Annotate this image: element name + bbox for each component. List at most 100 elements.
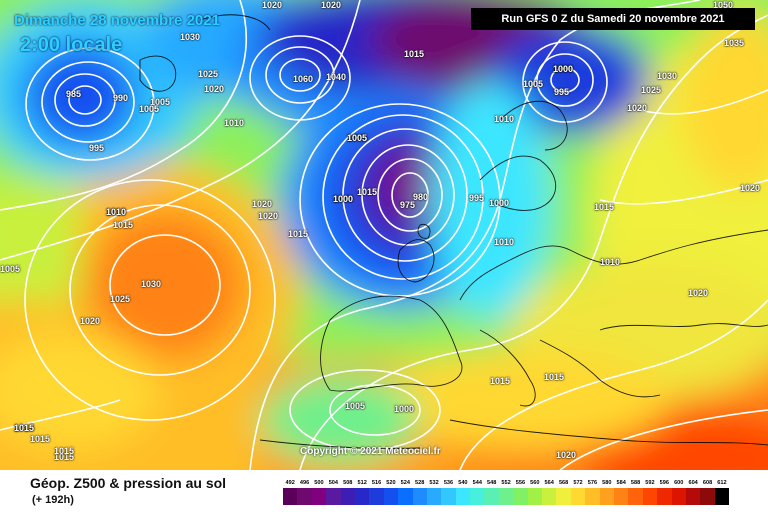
scale-value: 588	[630, 480, 641, 486]
isobar-label: 1000	[553, 64, 574, 74]
isobar-label: 1000	[333, 194, 354, 204]
scale-swatch	[685, 488, 701, 505]
scale-cell: 524	[398, 479, 413, 507]
scale-value: 492	[285, 480, 295, 486]
isobar-label: 1000	[333, 194, 354, 204]
scale-cell: 604	[685, 479, 701, 507]
isobar-label: 1000	[489, 198, 510, 208]
isobar-label: 1015	[594, 202, 615, 212]
scale-cell: 512	[354, 479, 370, 507]
scale-cell: 568	[556, 479, 571, 507]
scale-cell: 540	[455, 479, 471, 507]
isobar-label: 1005	[0, 264, 21, 274]
scale-swatch	[585, 488, 600, 505]
scale-value: 520	[386, 480, 396, 486]
isobar-label: 1025	[641, 85, 662, 95]
scale-swatch	[700, 488, 715, 505]
scale-cell: 552	[498, 479, 514, 507]
isobar-label: 1005	[139, 104, 160, 114]
scale-value: 500	[314, 480, 324, 486]
isobar-label: 1020	[80, 316, 101, 326]
scale-swatch	[613, 488, 629, 505]
scale-value: 608	[702, 480, 713, 486]
isobar-label: 1015	[54, 446, 75, 456]
isobar-label: 1000	[394, 404, 415, 414]
scale-swatch	[354, 488, 370, 505]
scale-cell: 556	[513, 479, 528, 507]
scale-value: 512	[357, 480, 367, 486]
isobar-lines	[0, 0, 768, 470]
isobar-label: 1015	[14, 423, 35, 433]
scale-cell: 572	[570, 479, 586, 507]
isobar-label: 1020	[204, 84, 225, 94]
isobar-label: 1015	[357, 187, 378, 197]
isobar-label: 1030	[657, 71, 678, 81]
isobar-label: 1010	[106, 207, 127, 217]
scale-swatch	[283, 488, 298, 505]
scale-swatch	[714, 488, 730, 505]
isobar-label: 1015	[544, 372, 565, 382]
coastlines	[139, 14, 768, 449]
scale-cell: 508	[340, 479, 355, 507]
isobar-label: 995	[89, 143, 105, 153]
scale-swatch	[441, 488, 456, 505]
footer-panel: Géop. Z500 & pression au sol (+ 192h) 49…	[0, 470, 768, 512]
isobar-label: 990	[113, 93, 129, 103]
scale-cell: 564	[542, 479, 557, 507]
isobar-label: 1015	[113, 220, 134, 230]
scale-cell: 504	[326, 479, 341, 507]
scale-cell: 580	[599, 479, 614, 507]
scale-cell: 592	[642, 479, 658, 507]
isobar-label: 1060	[293, 74, 314, 84]
isobar-label: 1020	[258, 211, 279, 221]
scale-cell: 560	[527, 479, 543, 507]
scale-swatch	[642, 488, 658, 505]
isobar-label: 1005	[347, 133, 368, 143]
isobar-label: 1015	[54, 452, 75, 462]
isobar-label: 1010	[224, 118, 245, 128]
scale-swatch	[556, 488, 571, 505]
scale-value: 612	[717, 480, 727, 486]
scale-value: 496	[299, 480, 310, 486]
scale-swatch	[513, 488, 528, 505]
scale-swatch	[340, 488, 355, 505]
forecast-date: Dimanche 28 novembre 2021	[14, 12, 220, 29]
isobar-label: 1005	[523, 79, 544, 89]
scale-cell: 528	[412, 479, 427, 507]
isobar-label: 1015	[14, 423, 35, 433]
scale-cell: 532	[426, 479, 442, 507]
scale-value: 532	[429, 480, 439, 486]
isobar-label: 980	[413, 192, 429, 202]
scale-cell: 600	[671, 479, 686, 507]
isobar-label: 985	[66, 89, 82, 99]
color-scale-legend: 492 496 500 504 508 512 516 520 524 528 532 536 540 5…	[283, 479, 730, 507]
scale-value: 580	[602, 480, 612, 486]
isobar-label: 1010	[106, 207, 127, 217]
scale-swatch	[671, 488, 686, 505]
scale-value: 540	[458, 480, 468, 486]
lead-time: (+ 192h)	[32, 494, 74, 506]
scale-cell: 520	[383, 479, 399, 507]
scale-value: 572	[573, 480, 583, 486]
scale-value: 568	[558, 480, 569, 486]
scale-swatch	[383, 488, 399, 505]
isobar-label: 1005	[150, 97, 171, 107]
scale-cell: 548	[484, 479, 499, 507]
scale-cell: 588	[628, 479, 643, 507]
scale-value: 536	[443, 480, 454, 486]
isobar-label: 1030	[180, 32, 201, 42]
scale-value: 564	[544, 480, 554, 486]
isobar-label: 1020	[321, 0, 342, 10]
scale-swatch	[570, 488, 586, 505]
scale-value: 560	[530, 480, 540, 486]
isobar-label: 1005	[345, 401, 366, 411]
isobar-label: 995	[469, 193, 485, 203]
scale-swatch	[297, 488, 312, 505]
isobar-label: 1025	[198, 69, 219, 79]
copyright-notice: Copyright © 2021 Meteociel.fr	[300, 446, 441, 457]
scale-value: 556	[515, 480, 526, 486]
isobar-label: 1020	[627, 103, 648, 113]
scale-swatch	[455, 488, 471, 505]
scale-cell: 544	[470, 479, 485, 507]
scale-cell: 576	[585, 479, 600, 507]
